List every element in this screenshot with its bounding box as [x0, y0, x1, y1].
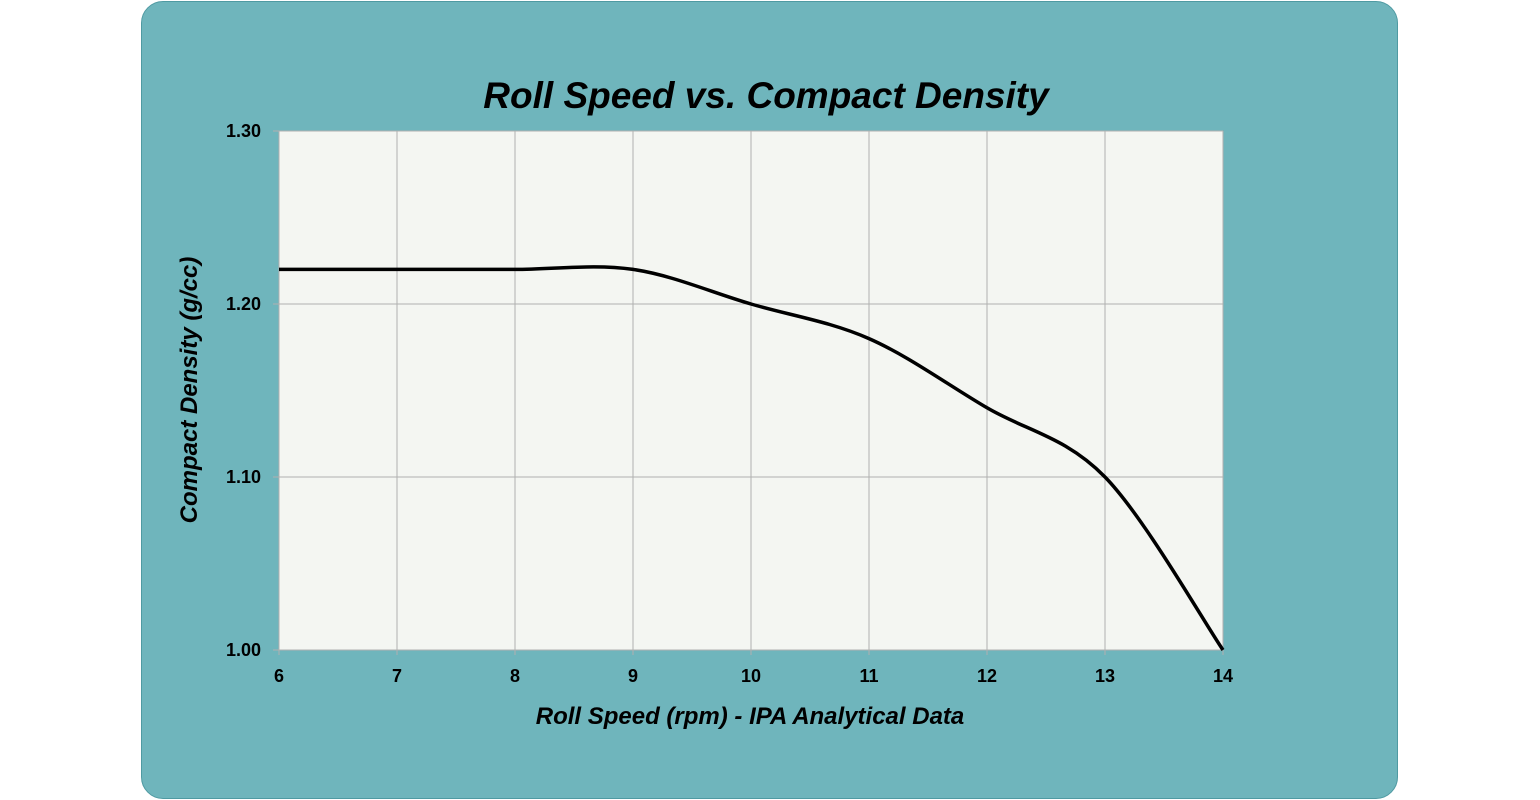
chart-title: Roll Speed vs. Compact Density [483, 75, 1051, 116]
x-tick-label: 12 [977, 666, 997, 686]
series-line [279, 265, 1225, 651]
y-tick-label: 1.20 [226, 294, 261, 314]
x-tick-label: 13 [1095, 666, 1115, 686]
y-axis-label: Compact Density (g/cc) [176, 257, 203, 524]
x-axis-label: Roll Speed (rpm) - IPA Analytical Data [536, 703, 965, 730]
y-tick-label: 1.10 [226, 467, 261, 487]
x-tick-label: 6 [274, 666, 284, 686]
x-tick-label: 8 [510, 666, 520, 686]
x-tick-label: 9 [628, 666, 638, 686]
x-tick-label: 11 [859, 666, 878, 686]
y-tick-label: 1.30 [226, 121, 261, 141]
x-tick-label: 10 [741, 666, 761, 686]
y-tick-label: 1.00 [226, 640, 261, 660]
x-tick-label: 14 [1213, 666, 1233, 686]
x-tick-label: 7 [392, 666, 402, 686]
